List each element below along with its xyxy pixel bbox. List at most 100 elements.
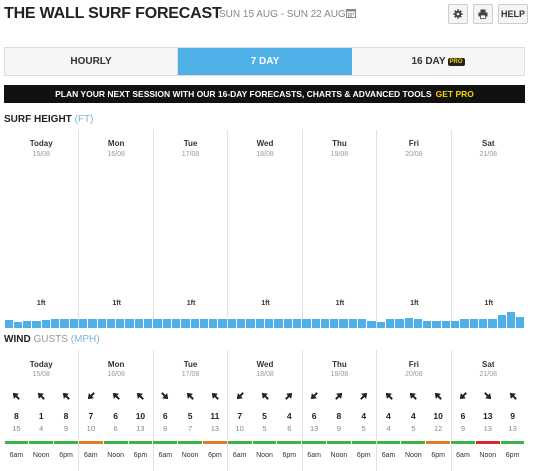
wind-direction-arrow-icon (4, 390, 28, 402)
wind-time-label: 6am (381, 452, 396, 459)
wind-gust: 5 (411, 424, 416, 433)
pro-badge: PRO (447, 57, 465, 66)
print-button[interactable] (473, 4, 493, 24)
wind-day-column: Sat 21/08 (450, 350, 525, 471)
wind-rating-strip (302, 441, 326, 444)
surf-peak-label: 1ft (186, 300, 196, 307)
wind-direction-arrow-icon (253, 390, 277, 402)
surf-bar (339, 319, 348, 328)
wind-day-column: Mon 16/08 (78, 350, 152, 471)
tab-16-day[interactable]: 16 DAY PRO (352, 48, 524, 75)
wind-day-column: Today 15/08 (4, 350, 78, 471)
wind-gust: 13 (136, 424, 145, 433)
wind-day-name: Fri (408, 360, 419, 369)
wind-speed: 13 (483, 411, 493, 421)
wind-direction-arrow-icon (29, 390, 53, 402)
wind-gust: 9 (336, 424, 341, 433)
surf-bar (41, 319, 50, 328)
calendar-icon[interactable] (346, 8, 356, 18)
surf-bar (134, 319, 144, 328)
wind-day-column: Fri 20/08 (376, 350, 450, 471)
surf-day-column: Fri 20/08 1ft (376, 130, 450, 328)
surf-bar (348, 319, 358, 328)
wind-day-date: 17/08 (181, 371, 200, 378)
surf-day-column: Sat 21/08 1ft (450, 130, 525, 328)
wind-rating-strip (475, 441, 500, 444)
surf-bar (181, 319, 190, 328)
wind-speed: 4 (361, 411, 367, 421)
tab-hourly[interactable]: HOURLY (5, 48, 178, 75)
surf-height-label: SURF HEIGHT (4, 114, 72, 125)
get-pro-link[interactable]: GET PRO (435, 89, 474, 99)
surf-bar (367, 320, 376, 328)
wind-gust: 13 (508, 424, 517, 433)
surf-bar (404, 318, 413, 328)
wind-rating-strip (227, 441, 252, 444)
wind-gust: 5 (361, 424, 366, 433)
wind-direction-arrow-icon (104, 390, 128, 402)
wind-gust: 9 (460, 424, 466, 433)
wind-direction-arrow-icon (401, 390, 425, 402)
print-icon (478, 9, 488, 19)
surf-bar (4, 319, 13, 328)
get-pro-banner[interactable]: PLAN YOUR NEXT SESSION WITH OUR 16-DAY F… (4, 85, 525, 103)
wind-gust: 5 (262, 424, 267, 433)
surf-bar (227, 319, 237, 328)
wind-gust: 7 (187, 424, 193, 433)
wind-rating-strip (351, 441, 376, 444)
wind-speed: 7 (88, 411, 94, 421)
wind-time-label: 6am (158, 452, 173, 459)
wind-direction-arrow-icon (203, 390, 227, 402)
banner-text: PLAN YOUR NEXT SESSION WITH OUR 16-DAY F… (55, 89, 432, 99)
wind-speed: 6 (113, 411, 118, 421)
wind-direction-arrow-icon (153, 390, 177, 402)
wind-gust: 4 (386, 424, 391, 433)
wind-rating-strip (178, 441, 202, 444)
wind-time-label: Noon (32, 452, 50, 459)
wind-day-name: Wed (256, 360, 274, 369)
surf-bar (376, 321, 385, 328)
surf-bar (209, 319, 218, 328)
surf-day-column: Thu 19/08 1ft (301, 130, 376, 328)
wind-day-name: Thu (332, 360, 347, 369)
wind-speed: 10 (433, 411, 443, 421)
surf-bar (23, 320, 32, 328)
surf-bar (311, 319, 320, 328)
tab-7-day[interactable]: 7 DAY (178, 48, 352, 75)
surf-bar (516, 317, 525, 328)
surf-day-column: Tue 17/08 1ft (152, 130, 227, 328)
surf-bar (190, 319, 199, 328)
wind-day-column: Wed 18/08 (227, 350, 301, 471)
wind-day-date: 20/08 (405, 371, 423, 378)
wind-direction-arrow-icon (128, 390, 152, 402)
surf-day-date: 15/08 (32, 151, 50, 158)
surf-peak-label: 1ft (261, 300, 270, 307)
wind-rating-strip (4, 441, 29, 444)
surf-bar (97, 319, 106, 328)
surf-bar (385, 319, 395, 328)
help-button[interactable]: HELP (498, 4, 528, 24)
wind-direction-arrow-icon (377, 390, 401, 402)
wind-direction-arrow-icon (327, 390, 351, 402)
wind-gust: 10 (235, 424, 244, 433)
wind-speed: 8 (336, 411, 342, 421)
surf-day-name: Wed (256, 139, 274, 148)
surf-day-date: 19/08 (330, 151, 349, 158)
wind-direction-arrow-icon (79, 390, 103, 402)
wind-speed: 8 (63, 411, 69, 421)
wind-rating-strip (451, 441, 475, 444)
settings-button[interactable] (448, 4, 468, 24)
wind-rating-strip (277, 441, 302, 444)
wind-direction-arrow-icon (277, 390, 301, 402)
wind-time-label: Noon (479, 452, 497, 459)
wind-day-name: Mon (107, 360, 125, 369)
page-header: THE WALL SURF FORECAST SUN 15 AUG - SUN … (4, 2, 529, 28)
wind-rating-strip (401, 441, 426, 444)
surf-bar (478, 319, 488, 328)
wind-time-label: 6am (456, 452, 470, 459)
wind-day-date: 21/08 (479, 371, 498, 378)
wind-forecast: Today 15/08 Mon 16/08 Tue 17/08 Wed 18/08 Thu 19/… (4, 350, 525, 471)
surf-bar (88, 319, 97, 328)
wind-time-label: Noon (256, 452, 273, 459)
wind-gust: 9 (63, 424, 69, 433)
